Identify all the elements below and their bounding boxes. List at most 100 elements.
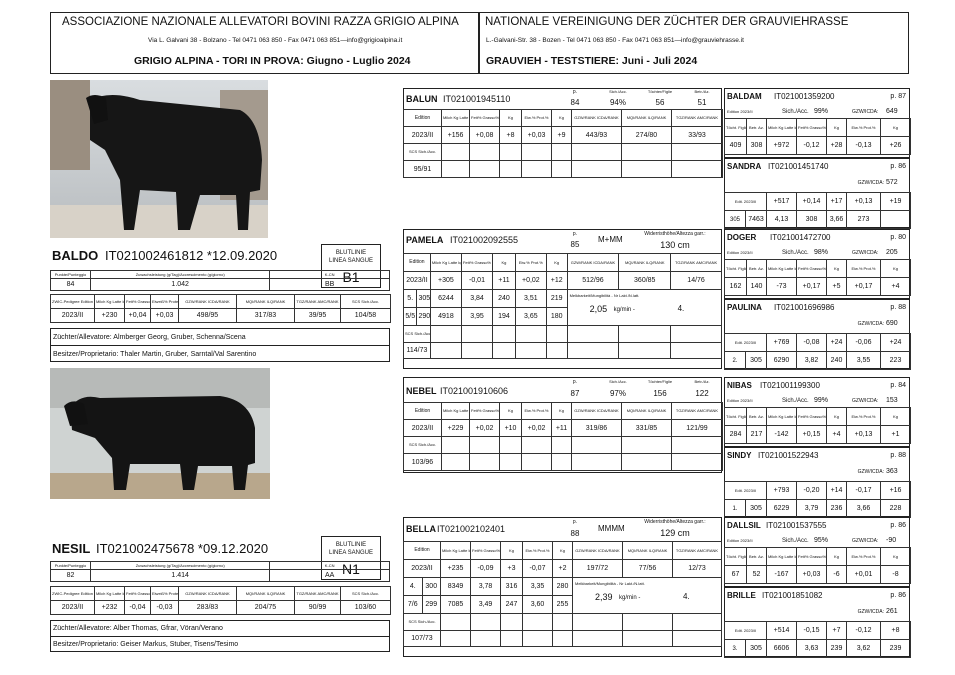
melk-label: Melkbarkeit/Mungibilità - Nr Lakt./N.lat… — [569, 293, 640, 298]
bull-accrescimento: 1.414 — [89, 569, 271, 582]
bull-table-baldo: Punkte/Punteggio Zuwachsleistung (g/Tag)… — [50, 270, 390, 291]
cell: 7463 — [745, 210, 767, 229]
sire-code-balun: IT021001945110 — [443, 94, 511, 104]
gp-bot-p: p. 88 — [890, 452, 906, 459]
cell: -167 — [766, 565, 797, 584]
hdr-kg: Kg — [826, 259, 847, 278]
cell: 3,35 — [522, 577, 553, 596]
cell: 219 — [545, 289, 568, 308]
cell: +16 — [880, 481, 911, 500]
gp-top-name: BALDAM — [727, 92, 762, 101]
cell: 107/73 — [403, 630, 441, 647]
cell: 2023/II — [403, 419, 442, 437]
gp-bot-p: p. 86 — [890, 592, 906, 599]
header-left — [50, 12, 479, 74]
cell: 6606 — [766, 639, 797, 658]
bull-tgz: 39/95 — [294, 308, 341, 323]
bull-eiw: +0,03 — [150, 308, 179, 323]
hdr-fett: Fett% Grasso% — [796, 407, 827, 426]
cell: 331/85 — [621, 419, 672, 437]
cell: +9 — [551, 126, 572, 144]
hdr-edition: Edition — [403, 541, 441, 560]
gp-top-p: p. 84 — [890, 382, 906, 389]
cell: 7/6 — [403, 595, 423, 614]
cell: 7085 — [440, 595, 471, 614]
cell: -0,20 — [796, 481, 827, 500]
dam-table-pamela: Edition Milch Kg Latte kg Fett% Grasso% … — [402, 253, 723, 359]
lakt-value: 4. — [683, 592, 690, 601]
hdr-kg: Kg — [551, 402, 572, 420]
gp-bot-p: p. 88 — [890, 304, 906, 311]
cell: +0,02 — [469, 419, 500, 437]
gp-edition-label: Edition 2023/II — [727, 538, 753, 543]
bull-hdr-tgz: TGZ/RANK AMC/RANK — [294, 586, 341, 601]
hdr-fett: Fett% Grasso% — [796, 547, 827, 566]
hdr-milch: Milch Kg Latte kg — [441, 109, 470, 127]
bull-tgz: 90/99 — [294, 600, 341, 615]
cell: 103/96 — [403, 453, 442, 471]
header-left-title: ASSOCIAZIONE NAZIONALE ALLEVATORI BOVINI… — [62, 16, 459, 28]
gp-top-code: IT021001359200 — [774, 92, 835, 101]
sire-sich-nebel: 97% — [609, 389, 626, 398]
cell: 280 — [552, 577, 573, 596]
hdr-kg: Kg — [551, 109, 572, 127]
gp-bot-table: Edit. 2023/II +514 -0,15 +7 -0,12 +8 3. … — [724, 621, 911, 658]
hdr-milch: Milch Kg Latte kg — [766, 259, 797, 278]
cell: +0,15 — [796, 425, 827, 444]
gp-bot-name: SANDRA — [727, 162, 762, 171]
gp-sich-label: Sich./Acc. — [782, 538, 809, 544]
gp-bot-table: Edit. 2023/II +769 -0,08 +24 -0,06 +24 2… — [724, 333, 911, 370]
sire-sich-label: Sich./Acc. — [609, 89, 627, 94]
cell: -0,08 — [796, 333, 827, 352]
hdr-scs: SCS Sich./Acc. — [403, 143, 442, 161]
cell: +1 — [880, 425, 911, 444]
bull-punteggio: 84 — [50, 278, 91, 291]
hdr-scs: SCS Sich./Acc. — [403, 613, 441, 631]
dam-name-pamela: PAMELA — [406, 235, 444, 245]
sire-betr-label: Betr./Az. — [694, 89, 710, 94]
cell: 239 — [826, 639, 847, 658]
cell: +0,03 — [521, 126, 552, 144]
cell: +8 — [880, 621, 911, 640]
melk-label: Melkbarkeit/Mungibilità - Nr Lakt./N.lat… — [575, 581, 645, 586]
cell: +0,02 — [514, 271, 547, 290]
bull-mqi: 317/83 — [236, 308, 295, 323]
cell: 236 — [826, 499, 847, 518]
cell: 290 — [416, 307, 431, 326]
bull-scs: 103/60 — [340, 600, 391, 615]
cell: -0,12 — [846, 621, 881, 640]
hdr-mqi: MQI/RANK ILQ/RANK — [621, 109, 672, 127]
cell: 180 — [545, 307, 568, 326]
hdr-betr: Betr. Az. — [746, 547, 767, 566]
cell: +3 — [500, 559, 523, 578]
bull-owner-baldo: Besitzer/Proprietario: Thaler Martin, Gr… — [53, 351, 257, 358]
sire-sich-label: Sich./Acc. — [609, 379, 627, 384]
gp-bot-gzw-label: GZW/ICDA: — [857, 469, 884, 475]
cell: 274/80 — [621, 126, 672, 144]
gp-top-table: Töcht. Figlie Betr. Az. Milch Kg Latte k… — [724, 118, 911, 155]
cell: 308 — [746, 136, 767, 155]
cell: 114/73 — [403, 342, 431, 359]
gp-bot-name: SINDY — [727, 451, 752, 460]
cell: 3,65 — [514, 307, 547, 326]
cell: 443/93 — [571, 126, 622, 144]
bull-table-nesil: Punkte/Punteggio Zuwachsleistung (g/Tag)… — [50, 561, 390, 582]
cell: +11 — [551, 419, 572, 437]
dam-height-bella: 129 cm — [660, 528, 690, 538]
cell: +229 — [441, 419, 470, 437]
bull-photo-nesil — [50, 368, 270, 499]
cell: +11 — [492, 271, 516, 290]
grandparent-block-2: NIBAS IT021001199300 p. 84 Edition 2023/… — [724, 377, 911, 518]
hdr-betr: Betr. Az. — [746, 407, 767, 426]
hdr-eiw: Eiw.% Prot.% — [846, 259, 881, 278]
dam-p-bella: 88 — [570, 529, 580, 538]
sire-code-nebel: IT021001910606 — [440, 386, 509, 396]
cell: 197/72 — [572, 559, 623, 578]
hdr-eiw: Eiw.% Prot.% — [846, 547, 881, 566]
blutlinie-label-baldo: BLUTLINIE — [335, 250, 367, 256]
hdr-kg: Kg — [499, 109, 522, 127]
gp-bot-gzw-label: GZW/ICDA: — [857, 180, 884, 186]
gp-bot-gzw: 261 — [886, 608, 898, 615]
gp-top-sich: 95% — [814, 537, 829, 544]
gp-edition-label: Edition 2023/II — [727, 398, 753, 403]
